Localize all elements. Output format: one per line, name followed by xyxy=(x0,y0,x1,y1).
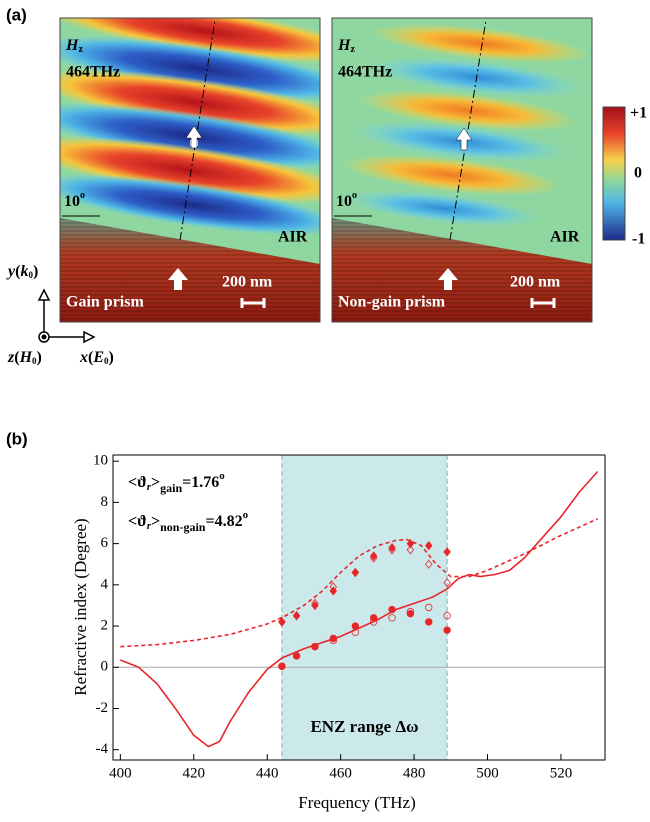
y-tick-label: 10 xyxy=(93,453,108,469)
field-label: Hz xyxy=(337,37,355,56)
axis-label: x(E0) xyxy=(79,349,114,366)
scale-label: 200 nm xyxy=(510,274,561,291)
point xyxy=(278,617,286,627)
y-tick-label: -2 xyxy=(96,700,109,716)
x-tick-label: 480 xyxy=(403,765,426,781)
enz-label: ENZ range Δω xyxy=(310,717,418,736)
point xyxy=(329,636,337,645)
x-tick-label: 500 xyxy=(476,765,499,781)
point xyxy=(425,618,433,626)
point xyxy=(369,614,378,622)
point xyxy=(351,628,360,636)
point xyxy=(311,642,319,651)
plot: ENZ range Δω 400 420 440 460 480 500 520 -4 -2 0 2 4… xyxy=(93,453,606,781)
frequency: 464THz xyxy=(338,64,392,81)
point xyxy=(292,611,301,621)
axes-icon xyxy=(37,288,96,344)
point xyxy=(351,567,360,578)
point xyxy=(443,578,451,588)
map-frame xyxy=(331,17,593,323)
panel-label: (a) xyxy=(6,5,27,24)
x-axis-label: Frequency (THz) xyxy=(298,793,416,812)
point xyxy=(369,551,378,561)
y-axis-label: Refractive index (Degree) xyxy=(71,518,90,695)
point xyxy=(406,538,415,549)
field-map xyxy=(332,18,592,322)
enz-range xyxy=(281,455,448,760)
y-tick-label: 0 xyxy=(101,659,109,675)
point xyxy=(388,543,396,553)
angle: 10o xyxy=(336,190,357,209)
point xyxy=(425,603,433,612)
x-tick-label: 400 xyxy=(109,765,132,781)
plot-frame xyxy=(112,454,606,761)
medium: AIR xyxy=(278,229,308,246)
medium: AIR xyxy=(550,229,580,246)
scale-label: 200 nm xyxy=(222,274,273,291)
point xyxy=(425,541,433,551)
y-tick-label: 4 xyxy=(101,576,109,592)
point xyxy=(443,626,451,634)
line xyxy=(120,470,599,748)
point xyxy=(406,609,415,618)
map-frame xyxy=(59,17,321,323)
prism-label: Gain prism xyxy=(66,294,144,311)
point xyxy=(406,545,415,555)
point xyxy=(278,662,286,670)
point xyxy=(388,545,396,555)
field-map xyxy=(60,18,320,322)
point xyxy=(369,618,378,626)
point xyxy=(443,612,451,620)
y-tick-label: -4 xyxy=(96,741,109,757)
x-tick-label: 460 xyxy=(329,765,352,781)
axis-label: y(k0) xyxy=(6,263,38,280)
point xyxy=(329,582,338,592)
point xyxy=(443,547,451,557)
point xyxy=(369,553,378,563)
colorbar-label: -1 xyxy=(632,231,645,248)
prism-label: Non-gain prism xyxy=(338,294,446,311)
point xyxy=(329,634,337,643)
point xyxy=(388,614,396,622)
x-tick-label: 440 xyxy=(256,765,279,781)
axis-label: z(H0) xyxy=(7,349,42,366)
panel-label: (b) xyxy=(6,429,28,448)
y-tick-label: 2 xyxy=(101,617,109,633)
annotation: <ϑr>non-gain=4.82o xyxy=(128,509,249,534)
y-tick-label: 8 xyxy=(101,494,109,510)
colorbar-label: +1 xyxy=(630,105,647,122)
annotation: <ϑr>gain=1.76o xyxy=(128,470,225,495)
colorbar-label: 0 xyxy=(634,165,642,182)
angle: 10o xyxy=(64,190,85,209)
point xyxy=(425,559,433,569)
point xyxy=(351,622,360,630)
point xyxy=(406,607,415,616)
frequency: 464THz xyxy=(66,64,120,81)
point xyxy=(311,598,319,609)
y-tick-label: 6 xyxy=(101,535,109,551)
x-tick-label: 420 xyxy=(183,765,206,781)
point xyxy=(292,652,301,660)
point xyxy=(388,605,396,614)
x-tick-label: 520 xyxy=(550,765,573,781)
colorbar xyxy=(602,106,626,241)
field-label: Hz xyxy=(65,37,83,56)
